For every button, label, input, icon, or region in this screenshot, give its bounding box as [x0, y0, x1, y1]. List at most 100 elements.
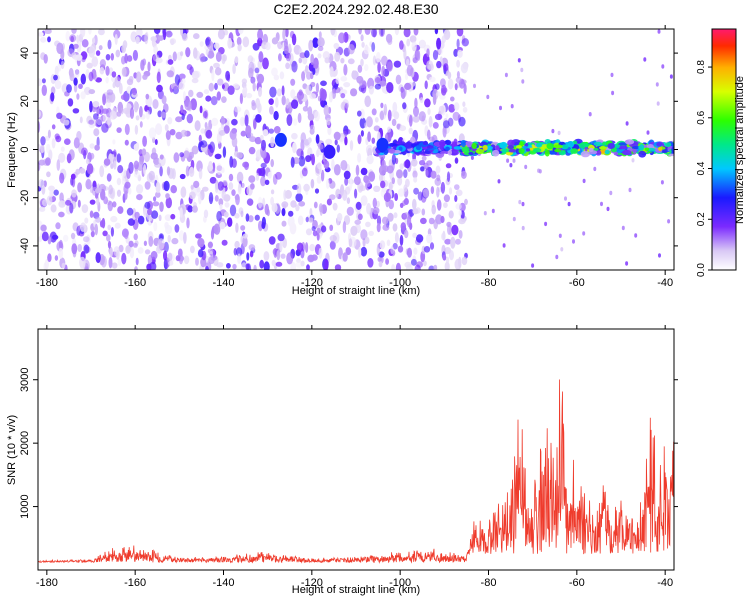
heatmap-cell [263, 261, 270, 270]
heatmap-cell [261, 139, 266, 151]
heatmap-cell [428, 265, 435, 270]
heatmap-cell [199, 53, 206, 63]
heatmap-cell [387, 109, 392, 122]
heatmap-cell [257, 29, 264, 41]
heatmap-signal-cell [475, 149, 485, 154]
heatmap-cell [116, 153, 122, 163]
heatmap-cell [109, 246, 113, 258]
heatmap-cell [175, 255, 181, 262]
heatmap-cell [400, 222, 406, 231]
heatmap-cell [179, 230, 185, 241]
heatmap-cell [49, 189, 54, 198]
heatmap-cell [112, 82, 116, 89]
heatmap-cell [77, 199, 81, 208]
heatmap-x-label: Height of straight line (km) [292, 285, 420, 297]
heatmap-cell [222, 146, 227, 158]
heatmap-cell [94, 144, 100, 151]
heatmap-cell [427, 108, 431, 115]
heatmap-cell [428, 63, 434, 71]
heatmap-cell [655, 82, 659, 87]
heatmap-cell [128, 75, 134, 83]
heatmap-cell [205, 266, 209, 270]
heatmap-cell [403, 48, 407, 60]
heatmap-cell [106, 234, 111, 242]
heatmap-cell [88, 71, 94, 82]
heatmap-cell [133, 101, 139, 113]
x-tick-label: -160 [124, 277, 146, 289]
heatmap-cell [318, 247, 323, 259]
heatmap-cell [88, 119, 95, 125]
heatmap-cell [165, 193, 170, 199]
heatmap-cell [386, 165, 394, 174]
heatmap-cell [403, 169, 408, 179]
heatmap-cell [458, 256, 462, 268]
heatmap-cell [426, 48, 430, 58]
heatmap-signal-cell [622, 149, 632, 156]
heatmap-cell [240, 210, 244, 218]
heatmap-cell [451, 224, 459, 236]
heatmap-signal-cell [533, 147, 542, 153]
heatmap-cell [456, 71, 460, 79]
heatmap-cell [168, 260, 174, 266]
y-tick-label: -40 [19, 238, 31, 254]
colorbar-tick-label: 0.2 [696, 212, 707, 226]
heatmap-cell [124, 53, 128, 64]
heatmap-signal-cell [580, 150, 591, 158]
heatmap-cell [46, 195, 53, 206]
heatmap-cell [403, 29, 411, 38]
heatmap-cell [427, 129, 431, 140]
heatmap-cell [417, 191, 423, 201]
heatmap-cell [407, 247, 412, 258]
heatmap-cell [223, 194, 231, 202]
heatmap-cell [285, 52, 291, 62]
heatmap-cell [95, 193, 99, 199]
heatmap-cell [298, 155, 306, 167]
heatmap-cell [227, 217, 233, 228]
heatmap-cell [213, 62, 220, 69]
heatmap-cell [111, 71, 117, 78]
heatmap-cell [279, 71, 285, 80]
heatmap-cell [55, 135, 62, 143]
heatmap-cell [300, 150, 304, 160]
heatmap-cell [395, 74, 402, 85]
heatmap-cell [412, 81, 416, 87]
heatmap-signal-cell [508, 148, 516, 153]
heatmap-cell [167, 234, 171, 243]
heatmap-cell [92, 101, 100, 108]
heatmap-cell [152, 201, 160, 207]
heatmap-cell [79, 168, 86, 174]
heatmap-cell [440, 84, 447, 96]
heatmap-cell [331, 158, 335, 170]
heatmap-cell [167, 59, 174, 65]
heatmap-cell [449, 250, 454, 261]
heatmap-cell [214, 182, 219, 194]
heatmap-cell [396, 169, 403, 179]
heatmap-cell [114, 76, 121, 88]
heatmap-cell [397, 188, 405, 197]
heatmap-cell [351, 70, 356, 77]
heatmap-cell [399, 202, 404, 208]
heatmap-signal-cell [449, 149, 460, 156]
heatmap-signal-cell [422, 141, 428, 146]
heatmap-cell [96, 116, 103, 126]
heatmap-cell [628, 187, 632, 193]
heatmap-cell [455, 203, 462, 210]
heatmap-cell [382, 216, 389, 225]
heatmap-cell [349, 177, 353, 189]
heatmap-signal-cell [491, 149, 500, 157]
heatmap-cell [239, 93, 243, 105]
heatmap-cell [424, 80, 428, 90]
heatmap-cell [377, 61, 381, 73]
heatmap-cell [231, 189, 236, 197]
heatmap-cell [440, 181, 446, 194]
y-tick-label: 3000 [19, 367, 31, 391]
heatmap-cell [314, 188, 320, 194]
heatmap-cell [233, 247, 237, 256]
heatmap-signal-cell [453, 146, 463, 150]
heatmap-cell [251, 102, 257, 111]
heatmap-cell [182, 91, 186, 101]
heatmap-cell [198, 168, 203, 180]
heatmap-cell [74, 69, 80, 78]
heatmap-cell [354, 176, 361, 186]
heatmap-cell [531, 263, 535, 268]
